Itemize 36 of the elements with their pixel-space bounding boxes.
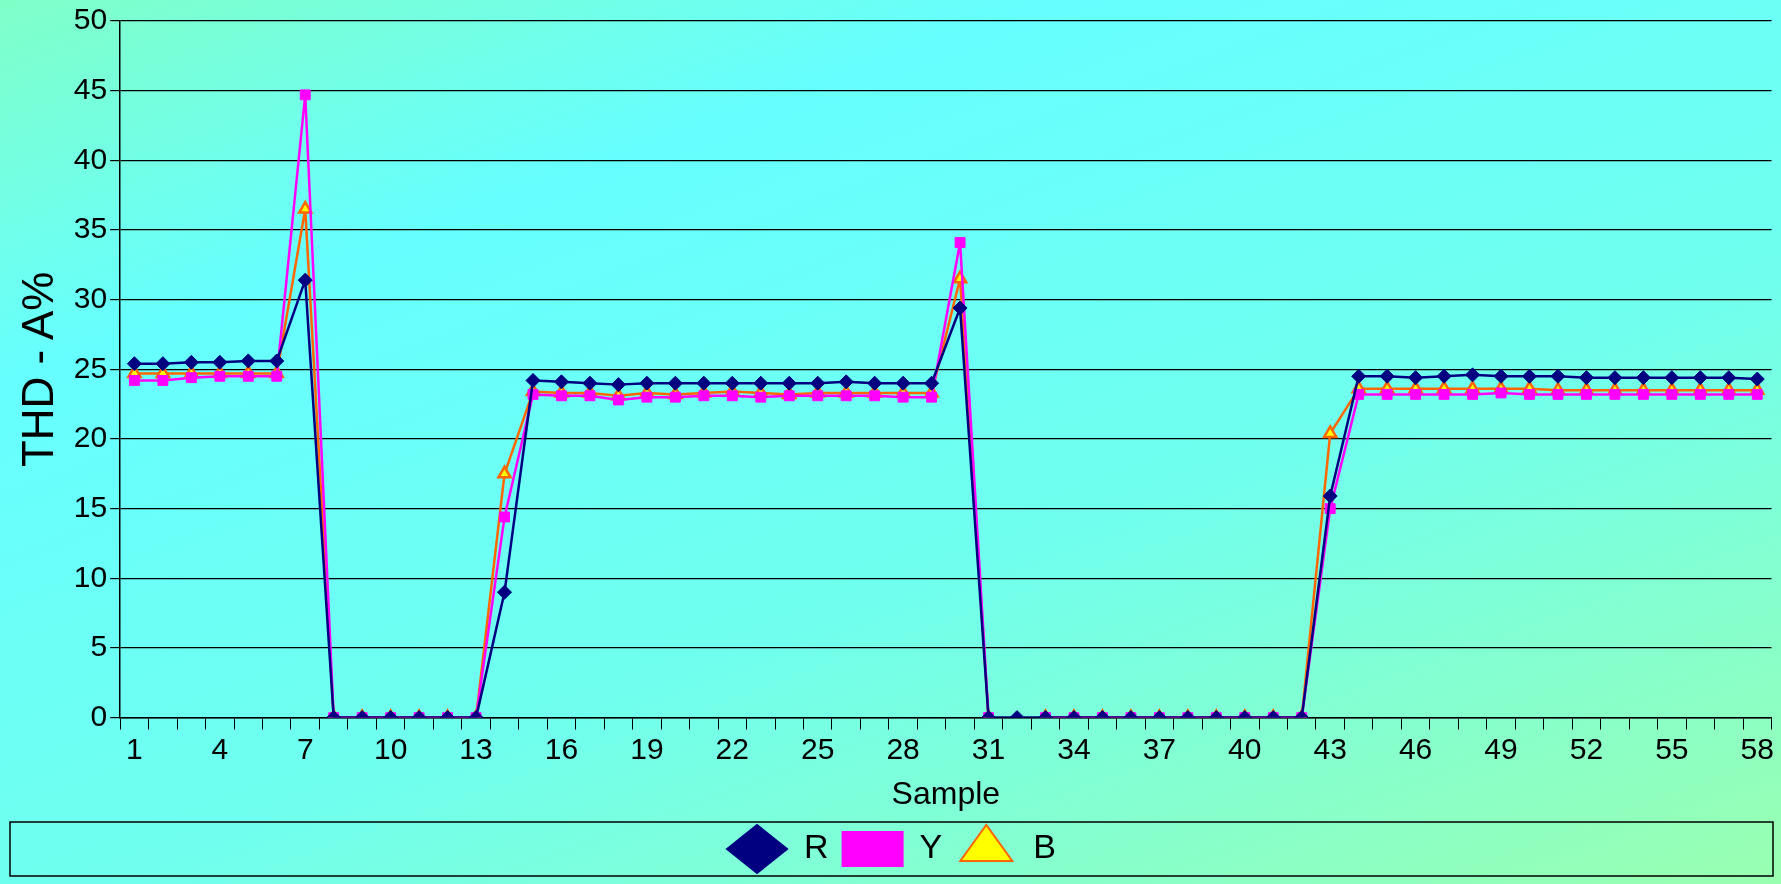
x-tick-label: 10 [373, 731, 408, 765]
legend-label: R [804, 827, 829, 866]
x-tick-label: 4 [211, 731, 229, 765]
y-tick-label: 15 [73, 489, 108, 523]
y-tick-label: 0 [90, 698, 108, 732]
y-tick-label: 35 [73, 211, 108, 245]
x-tick-label: 16 [544, 731, 579, 765]
legend-label: Y [919, 827, 943, 866]
x-tick-label: 49 [1484, 731, 1518, 765]
y-tick-label: 30 [73, 280, 108, 314]
y-axis-title: THD - A% [12, 271, 62, 468]
x-tick-label: 28 [886, 731, 920, 765]
x-tick-label: 22 [715, 731, 749, 765]
y-tick-label: 40 [73, 141, 108, 175]
y-tick-label: 45 [73, 71, 108, 105]
x-tick-label: 34 [1057, 731, 1091, 765]
x-tick-label: 58 [1740, 731, 1774, 765]
x-tick-label: 31 [971, 731, 1006, 765]
x-tick-label: 13 [459, 731, 493, 765]
x-tick-label: 46 [1398, 731, 1433, 765]
x-tick-label: 25 [801, 731, 835, 765]
x-tick-label: 40 [1228, 731, 1262, 765]
x-tick-label: 52 [1569, 731, 1604, 765]
x-tick-label: 7 [296, 731, 314, 765]
x-tick-label: 37 [1142, 731, 1177, 765]
y-tick-label: 10 [73, 559, 108, 593]
y-tick-label: 20 [73, 420, 108, 454]
y-tick-label: 50 [73, 2, 108, 36]
x-tick-label: 1 [126, 731, 143, 765]
y-tick-label: 5 [90, 629, 108, 663]
legend-label: B [1033, 827, 1056, 866]
x-tick-label: 43 [1313, 731, 1347, 765]
x-axis-title: Sample [891, 774, 1001, 811]
x-tick-label: 55 [1655, 731, 1689, 765]
x-tick-label: 19 [630, 731, 664, 765]
y-tick-label: 25 [73, 350, 108, 384]
